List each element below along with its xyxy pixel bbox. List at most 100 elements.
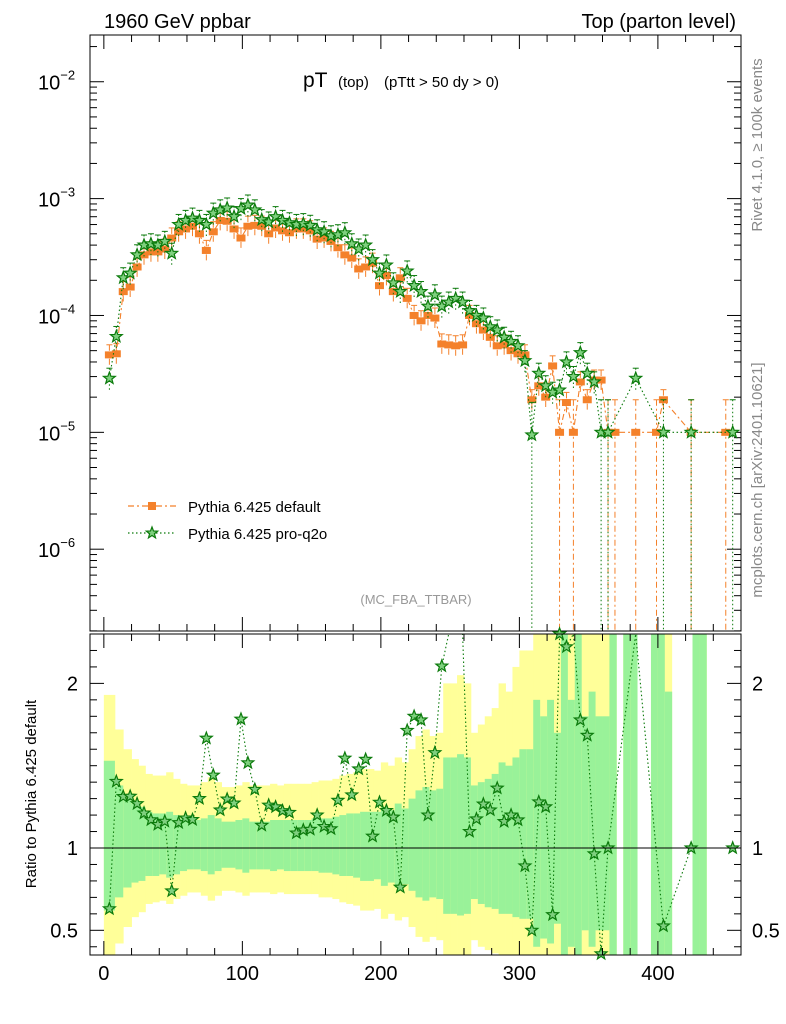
data-point-square [444, 341, 454, 349]
data-point-square [118, 288, 128, 296]
ratio-band-green [533, 699, 541, 947]
ratio-band-green [297, 820, 306, 872]
data-point-star [448, 290, 464, 305]
ratio-series-group [101, 626, 741, 961]
ratio-band-green [166, 811, 174, 878]
ratio-point-star [683, 840, 699, 855]
ratio-band-green [588, 691, 596, 947]
ratio-band-green [360, 811, 368, 881]
ratio-y-tick-label: 2 [67, 673, 78, 695]
data-point-star [517, 352, 533, 368]
ratio-point-star [558, 638, 574, 654]
data-point-star [427, 286, 443, 302]
main-y-tick-exponent: −6 [60, 535, 75, 550]
ratio-point-star [524, 922, 540, 937]
data-point-square [575, 378, 585, 386]
title-cut: (pTtt > 50 dy > 0) [384, 74, 499, 91]
data-point-square [194, 230, 204, 238]
main-y-tick-exponent: −2 [60, 68, 75, 83]
main-series-group [101, 194, 741, 631]
ratio-band-green [630, 634, 638, 955]
ratio-point-star [461, 823, 478, 838]
ratio-point-star [122, 788, 138, 803]
analysis-label: (MC_FBA_TTBAR) [360, 592, 471, 607]
ratio-band-green [436, 788, 444, 900]
ratio-band-green [325, 818, 333, 873]
data-point-star [538, 377, 554, 393]
x-tick-label: 200 [364, 963, 397, 985]
data-point-star [468, 307, 484, 322]
data-point-square [499, 341, 509, 349]
data-point-square [111, 350, 121, 358]
ratio-band-green [623, 634, 631, 955]
ratio-band-green [373, 811, 382, 880]
ratio-band-green [380, 806, 389, 886]
ratio-point-star [136, 805, 152, 820]
ratio-band-green [200, 818, 209, 872]
ratio-y-tick-label-right: 1 [752, 838, 763, 860]
legend-marker-square [148, 502, 156, 510]
data-point-star [275, 212, 291, 227]
ratio-point-star [385, 809, 401, 824]
main-y-tick-label: 10−4 [38, 301, 75, 328]
data-point-square [312, 235, 322, 243]
ratio-band-green [263, 821, 271, 870]
ratio-point-star [593, 945, 609, 961]
data-point-square [201, 246, 211, 254]
main-y-tick-exponent: −4 [60, 301, 75, 316]
ratio-point-star [247, 781, 263, 796]
data-point-star [399, 263, 415, 278]
data-point-square [430, 314, 440, 322]
ratio-band-green [235, 820, 243, 870]
data-point-square [561, 399, 571, 407]
data-point-star [371, 265, 388, 280]
main-y-tick-exponent: −3 [60, 185, 75, 200]
data-point-square [374, 282, 384, 290]
ratio-point-star [420, 807, 436, 822]
data-point-square [229, 225, 239, 233]
legend-label-pro-q2o: Pythia 6.425 pro-q2o [188, 526, 327, 543]
ratio-band-green [123, 798, 132, 888]
data-point-star [413, 283, 429, 299]
ratio-point-star [413, 712, 429, 727]
ratio-frame [89, 633, 742, 956]
ratio-band-green [283, 820, 292, 872]
data-point-square [160, 245, 170, 253]
data-point-star [247, 202, 263, 217]
ratio-band-green [554, 732, 562, 924]
data-point-square [471, 320, 481, 328]
ratio-point-star [337, 750, 353, 765]
data-point-square [264, 230, 274, 238]
ratio-band-green [353, 813, 361, 878]
data-point-star [503, 333, 519, 348]
data-point-square [582, 396, 592, 404]
data-point-square [388, 288, 398, 296]
data-point-square [555, 428, 565, 436]
data-point-star [184, 210, 201, 225]
header-right-label: Top (parton level) [581, 11, 736, 33]
x-tick-label: 400 [641, 963, 674, 985]
ratio-band-green [491, 773, 500, 909]
ratio-point-star [579, 727, 595, 742]
ratio-band-green [540, 716, 548, 939]
data-point-star [219, 200, 235, 215]
ratio-point-star [129, 795, 145, 811]
data-point-square [208, 228, 218, 236]
ratio-point-star [157, 813, 173, 828]
data-point-star [683, 424, 699, 439]
ratio-point-star [233, 711, 249, 726]
ratio-band-green [505, 765, 513, 914]
ratio-band-green [526, 749, 534, 919]
data-point-square [347, 254, 357, 262]
ratio-band-green [242, 818, 250, 873]
data-point-star [378, 257, 394, 272]
main-panel: 10−2 10−3 10−4 10−5 10−6 pT (top) (pTtt > 50… [38, 34, 742, 632]
title-main: pT [303, 69, 328, 92]
ratio-band-green [657, 634, 666, 955]
ratio-point-star [358, 751, 374, 766]
data-point-star [101, 370, 117, 385]
ratio-band-green [339, 815, 347, 876]
data-point-star [316, 223, 332, 239]
data-point-square [596, 376, 606, 384]
